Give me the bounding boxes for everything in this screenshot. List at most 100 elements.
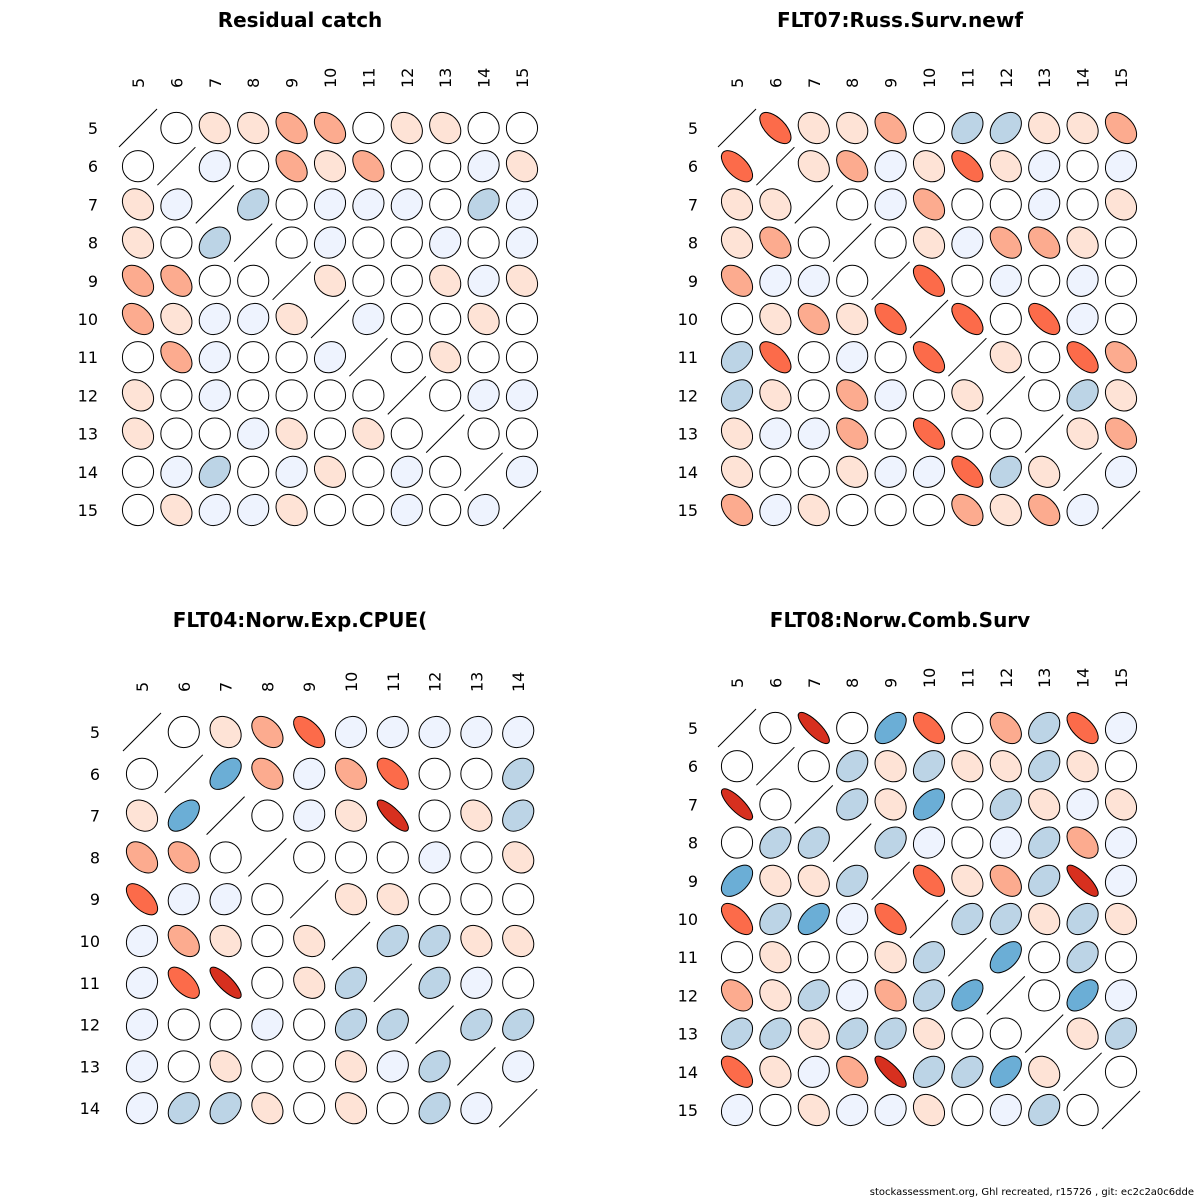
correlation-ellipse — [293, 966, 326, 999]
correlation-ellipse — [418, 1050, 451, 1083]
correlation-ellipse — [505, 150, 539, 183]
correlation-ellipse — [1028, 750, 1061, 783]
correlation-ellipse — [874, 341, 907, 374]
column-tick-label: 15 — [513, 68, 532, 88]
correlation-ellipse — [418, 757, 451, 790]
correlation-ellipse — [505, 455, 539, 488]
row-tick-label: 11 — [678, 948, 698, 967]
correlation-ellipse — [874, 150, 907, 183]
row-tick-label: 11 — [678, 348, 698, 367]
row-tick-label: 10 — [80, 932, 100, 951]
correlation-ellipse — [467, 493, 500, 527]
correlation-ellipse — [1028, 979, 1061, 1012]
correlation-ellipse — [759, 379, 792, 412]
column-tick-label: 10 — [920, 68, 939, 88]
correlation-ellipse — [1104, 188, 1138, 221]
column-tick-label: 6 — [766, 678, 785, 688]
correlation-ellipse — [167, 1092, 200, 1125]
correlation-ellipse — [460, 924, 493, 958]
correlation-ellipse — [874, 379, 907, 412]
correlation-ellipse — [502, 966, 535, 999]
correlation-ellipse — [237, 417, 270, 450]
correlation-ellipse — [1104, 1017, 1138, 1050]
correlation-ellipse — [759, 455, 792, 488]
correlation-ellipse — [912, 226, 946, 259]
correlation-ellipse — [912, 264, 946, 297]
column-tick-label: 9 — [882, 678, 901, 688]
correlation-ellipse — [209, 966, 242, 999]
correlation-ellipse — [313, 111, 347, 145]
correlation-ellipse — [836, 302, 869, 336]
correlation-ellipse — [237, 111, 270, 145]
diagonal-mark — [794, 785, 834, 824]
row-tick-label: 12 — [678, 386, 698, 405]
row-tick-label: 10 — [678, 310, 698, 329]
correlation-ellipse — [1066, 902, 1099, 936]
correlation-ellipse — [209, 715, 242, 749]
correlation-ellipse — [460, 799, 493, 832]
correlation-ellipse — [720, 264, 754, 297]
correlation-ellipse — [1028, 711, 1061, 745]
diagonal-mark — [373, 963, 413, 1003]
correlation-ellipse — [797, 341, 830, 374]
row-tick-label: 13 — [78, 425, 98, 444]
diagonal-mark — [717, 708, 757, 748]
diagonal-mark — [1024, 1014, 1064, 1053]
correlation-ellipse — [293, 757, 326, 790]
row-tick-label: 5 — [688, 719, 698, 738]
correlation-ellipse — [797, 493, 830, 527]
correlation-ellipse — [429, 379, 462, 412]
correlation-ellipse — [505, 379, 539, 412]
column-tick-label: 11 — [384, 672, 403, 692]
correlation-ellipse — [334, 883, 368, 916]
correlation-ellipse — [376, 1008, 409, 1041]
row-tick-label: 8 — [88, 234, 98, 253]
correlation-ellipse — [198, 455, 231, 488]
correlation-ellipse — [1066, 750, 1099, 783]
correlation-ellipse — [759, 788, 792, 821]
correlation-ellipse — [198, 111, 231, 145]
correlation-ellipse — [237, 150, 270, 183]
correlation-ellipse — [989, 111, 1022, 145]
correlation-ellipse — [293, 715, 326, 749]
correlation-ellipse — [376, 841, 409, 874]
correlation-ellipse — [352, 111, 385, 145]
correlation-ellipse — [251, 715, 284, 749]
correlation-ellipse — [275, 226, 308, 259]
correlation-ellipse — [390, 264, 423, 297]
correlation-ellipse — [797, 455, 830, 488]
correlation-ellipse — [502, 799, 535, 832]
correlation-ellipse — [467, 379, 500, 412]
correlation-ellipse — [251, 1092, 284, 1125]
correlation-ellipse — [989, 417, 1022, 450]
correlation-ellipse — [836, 417, 869, 450]
correlation-ellipse — [874, 226, 907, 259]
correlation-ellipse — [1066, 341, 1099, 374]
row-tick-label: 12 — [80, 1016, 100, 1035]
correlation-ellipse — [125, 757, 159, 790]
correlation-ellipse — [429, 150, 462, 183]
correlation-ellipse — [121, 226, 155, 259]
correlation-ellipse — [460, 1008, 493, 1041]
correlation-ellipse — [720, 750, 754, 783]
correlation-ellipse — [759, 826, 792, 859]
correlation-ellipse — [505, 264, 539, 297]
correlation-ellipse — [874, 826, 907, 859]
correlation-ellipse — [912, 788, 946, 821]
correlation-ellipse — [989, 1017, 1022, 1050]
column-tick-label: 10 — [342, 672, 361, 692]
correlation-ellipse — [125, 841, 159, 874]
diagonal-mark — [871, 861, 910, 901]
correlation-ellipse — [1028, 1055, 1061, 1088]
diagonal-mark — [331, 921, 371, 961]
correlation-ellipse — [209, 1008, 242, 1041]
column-tick-label: 13 — [1035, 68, 1054, 88]
correlation-ellipse — [237, 264, 270, 297]
correlation-ellipse — [429, 111, 462, 145]
column-tick-label: 11 — [958, 668, 977, 688]
correlation-ellipse — [352, 493, 385, 527]
correlation-ellipse — [313, 379, 347, 412]
correlation-ellipse — [951, 979, 984, 1012]
correlation-ellipse — [797, 417, 830, 450]
correlation-ellipse — [1028, 941, 1061, 974]
